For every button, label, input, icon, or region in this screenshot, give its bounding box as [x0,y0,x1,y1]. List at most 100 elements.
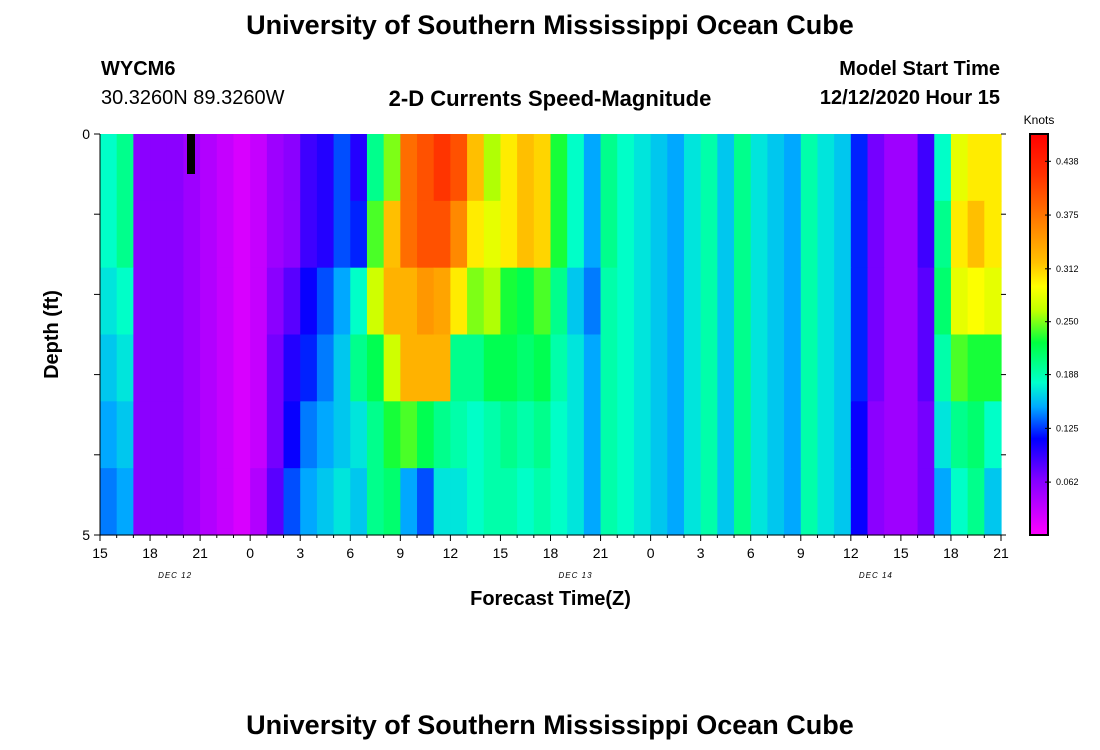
heat-cell [283,334,301,402]
colorbar-tick-label: 0.188 [1056,370,1079,380]
x-tick-label: 15 [893,545,909,561]
station-id: WYCM6 [101,58,176,80]
heat-cell [850,134,869,202]
heat-cell [150,334,168,402]
heat-cell [483,134,502,202]
heat-cell [300,401,318,469]
heat-cell [967,200,985,269]
heat-cell [950,200,969,269]
heat-cell [633,200,652,269]
heat-cell [734,200,752,269]
x-tick-label: 21 [593,545,609,561]
heat-cell [216,267,235,336]
heat-cell [133,334,151,402]
heat-cell [884,334,902,402]
heat-cell [800,200,819,269]
heat-cell [884,134,902,202]
x-tick-label: 0 [246,545,254,561]
heat-cell [300,334,318,402]
heat-cell [216,401,235,469]
heat-cell [316,468,335,536]
heat-cell [683,401,702,469]
heat-cell [734,401,752,469]
heat-cell [467,134,485,202]
heat-cell [350,200,368,269]
heat-cell [366,334,385,402]
heat-cell [300,134,318,202]
x-tick-label: 9 [797,545,805,561]
heat-cell [850,468,869,536]
x-tick-label: 9 [396,545,404,561]
heat-cell [700,200,718,269]
colorbar-tick-label: 0.375 [1056,210,1079,220]
heat-cell [667,200,685,269]
heat-cell [717,267,735,336]
heat-cell [734,134,752,202]
x-tick-label: 6 [346,545,354,561]
heat-cell [450,134,468,202]
heat-cell [650,267,668,336]
heat-cell [333,134,351,202]
x-tick-label: 21 [993,545,1009,561]
heat-cell [417,468,435,536]
heat-cell [600,200,618,269]
heat-cell [150,468,168,536]
heat-cell [400,468,418,536]
heat-cell [900,468,919,536]
heat-cell [200,401,218,469]
heat-cell [417,267,435,336]
heat-cell [683,200,702,269]
heat-cell [366,267,385,336]
heat-cell [100,334,118,402]
heat-cell [884,468,902,536]
heat-cell [450,468,468,536]
heat-cell [633,334,652,402]
heat-cell [717,468,735,536]
heat-cell [200,468,218,536]
heatmap-cells [100,134,1002,536]
heat-cell [517,334,535,402]
heat-cell [650,200,668,269]
x-tick-label: 3 [296,545,304,561]
heat-cell [433,334,451,402]
colorbar-unit: Knots [1024,113,1055,127]
heat-cell [333,334,351,402]
heat-cell [567,134,585,202]
heat-cell [950,468,969,536]
plot-title: 2-D Currents Speed-Magnitude [388,86,712,111]
heat-cell [467,334,485,402]
heat-cell [116,334,134,402]
heat-cell [600,134,618,202]
heat-cell [867,134,885,202]
heat-cell [133,267,151,336]
heat-cell [984,200,1002,269]
heat-cell [433,200,451,269]
heat-cell [800,334,819,402]
x-tick-label: 18 [142,545,158,561]
heat-cell [967,468,985,536]
heat-cell [400,200,418,269]
heat-cell [717,200,735,269]
heat-cell [800,134,819,202]
heat-cell [617,334,635,402]
heat-cell [633,468,652,536]
heat-cell [834,200,852,269]
heat-cell [316,200,335,269]
heat-cell [817,267,835,336]
heat-cell [517,401,535,469]
heat-cell [917,200,935,269]
heat-cell [216,134,235,202]
heat-cell [517,267,535,336]
heat-cell [984,134,1002,202]
heat-cell [567,334,585,402]
heat-cell [617,200,635,269]
heat-cell [500,468,518,536]
heat-cell [200,267,218,336]
heat-cell [750,401,769,469]
heat-cell [166,200,185,269]
heat-cell [183,401,201,469]
day-label: DEC 13 [559,571,593,580]
x-tick-label: 15 [493,545,509,561]
heat-cell [500,200,518,269]
heat-cell [316,134,335,202]
